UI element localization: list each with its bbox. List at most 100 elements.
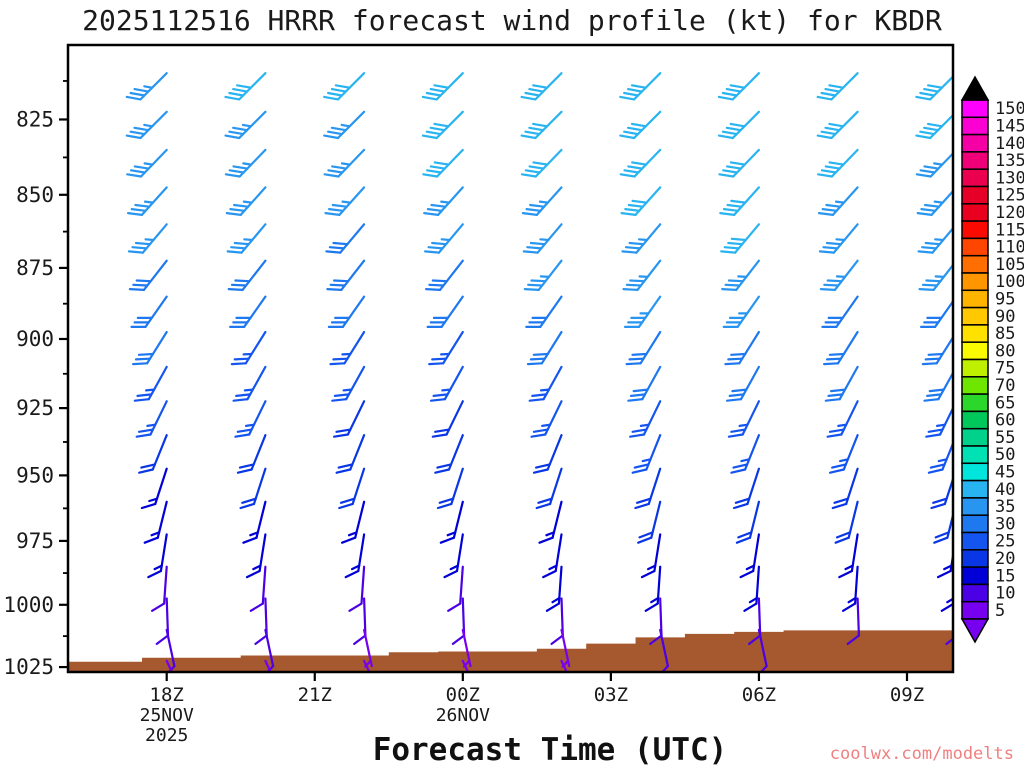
wind-barb (727, 400, 761, 438)
colorbar-label: 50 (995, 445, 1015, 465)
wind-barb (819, 259, 859, 291)
wind-barb (264, 659, 272, 672)
colorbar-cell (961, 289, 989, 309)
wind-barb (918, 263, 953, 291)
wind-barb (249, 565, 267, 612)
wind-barb (236, 434, 267, 474)
x-tick-label: 21Z (298, 684, 332, 706)
colorbar-cell (961, 427, 989, 447)
colorbar-label: 125 (995, 186, 1024, 206)
barb-column-18Z (125, 72, 176, 672)
wind-barb (424, 223, 464, 254)
wind-barb (227, 259, 267, 291)
y-tick-label: 875 (16, 256, 54, 280)
wind-barb (629, 400, 662, 438)
wind-barb (841, 565, 859, 612)
wind-barb (338, 467, 366, 510)
wind-barb (730, 434, 761, 474)
wind-barb (155, 597, 170, 646)
wind-barb (324, 186, 366, 216)
colorbar-label: 95 (995, 289, 1015, 309)
wind-barb (421, 110, 464, 140)
colorbar-cell (961, 376, 989, 395)
barb-column-08Z (816, 72, 861, 646)
wind-barb (125, 72, 168, 101)
wind-barb (323, 110, 366, 140)
wind-barb (447, 565, 464, 612)
wind-barb (936, 548, 953, 579)
colorbar-cell (961, 514, 989, 534)
colorbar-under-arrow (960, 618, 990, 644)
wind-barb (224, 110, 267, 140)
colorbar-label: 70 (995, 376, 1015, 396)
wind-barb (140, 467, 168, 510)
colorbar-label: 130 (995, 168, 1024, 188)
colorbar-label: 85 (995, 324, 1015, 344)
plot-frame (66, 43, 955, 674)
colorbar-cell (961, 479, 989, 499)
terrain-fill (68, 630, 953, 672)
wind-barb (127, 186, 168, 216)
y-tick-label: 850 (16, 183, 54, 207)
wind-barb (331, 365, 366, 402)
wind-barb (817, 186, 859, 216)
wind-barb (816, 148, 859, 178)
wind-barb (923, 370, 953, 402)
wind-barb (623, 295, 662, 328)
wind-barb (620, 186, 662, 216)
wind-barb (834, 500, 859, 544)
wind-barb (621, 223, 662, 254)
barb-column-04Z (619, 72, 670, 672)
wind-barb (421, 72, 464, 101)
colorbar-cell (961, 531, 989, 551)
wind-barb (436, 467, 464, 510)
wind-barb (622, 259, 662, 291)
wind-barb (254, 597, 268, 646)
y-tick-label: 1000 (3, 593, 54, 617)
wind-barb (921, 335, 953, 366)
wind-barb (133, 365, 168, 402)
wind-barb (719, 186, 761, 216)
wind-barb (619, 148, 662, 178)
wind-barb (341, 500, 366, 544)
wind-barb (147, 533, 168, 579)
wind-barb (631, 434, 662, 474)
colorbar-cell (961, 566, 989, 586)
wind-barb (530, 400, 563, 438)
wind-barb (717, 72, 761, 101)
wind-barb (151, 565, 168, 612)
wind-barb (535, 467, 563, 510)
colorbar-label: 140 (995, 134, 1024, 154)
wind-barb (229, 295, 267, 328)
colorbar-cell (961, 151, 989, 170)
wind-barb (725, 365, 761, 402)
wind-barb (649, 597, 663, 646)
wind-barb (930, 475, 953, 510)
wind-barb (323, 72, 366, 101)
wind-barb (363, 659, 371, 672)
watermark-link[interactable]: coolwx.com/modelts (829, 744, 1014, 764)
wind-barb (717, 110, 761, 140)
wind-barb (520, 72, 563, 101)
colorbar-cell (961, 497, 989, 516)
wind-barb (521, 186, 563, 216)
y-tick-label: 925 (16, 396, 54, 420)
y-tick-label: 950 (16, 463, 54, 487)
wind-barb (826, 400, 859, 438)
y-tick-label: 1025 (3, 655, 54, 679)
wind-barb (915, 75, 953, 101)
y-tick-label: 900 (16, 327, 54, 351)
barb-column-00Z (421, 72, 472, 672)
colorbar-label: 110 (995, 238, 1024, 258)
colorbar-cell (961, 237, 989, 257)
wind-barb (125, 110, 168, 140)
colorbar-cell (961, 254, 989, 274)
wind-barb (333, 400, 366, 438)
wind-barb (644, 565, 662, 612)
colorbar-label: 135 (995, 151, 1024, 171)
wind-barb (353, 597, 367, 646)
colorbar-cell (961, 445, 989, 465)
wind-barb (234, 400, 267, 438)
